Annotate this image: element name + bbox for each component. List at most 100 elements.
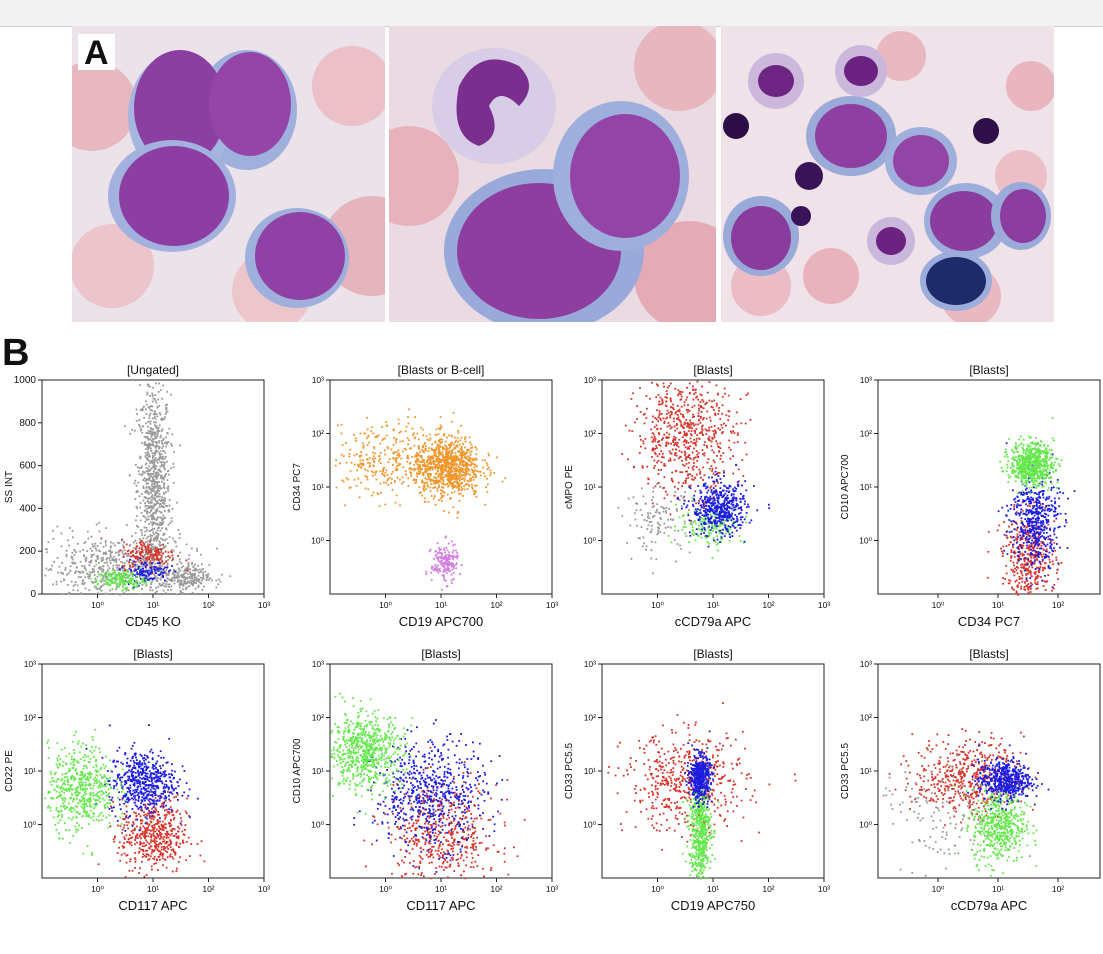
data-point xyxy=(440,471,443,474)
data-point xyxy=(136,575,138,578)
data-point xyxy=(157,558,160,561)
data-point xyxy=(450,435,453,438)
data-point xyxy=(407,457,410,460)
data-point xyxy=(682,515,684,518)
data-point xyxy=(349,486,352,489)
data-point xyxy=(724,532,727,535)
data-point xyxy=(145,568,148,570)
data-point xyxy=(1027,591,1030,594)
data-point xyxy=(700,536,703,539)
data-point xyxy=(695,437,698,440)
data-point xyxy=(57,571,59,574)
data-point xyxy=(457,475,460,478)
data-point xyxy=(443,510,445,512)
data-point xyxy=(145,467,148,469)
data-point xyxy=(215,579,218,582)
data-point xyxy=(701,424,704,427)
data-point xyxy=(723,513,726,516)
data-point xyxy=(450,475,453,478)
data-point xyxy=(114,582,117,585)
data-point xyxy=(367,469,369,472)
data-point xyxy=(195,582,197,585)
data-point xyxy=(130,550,133,553)
data-point xyxy=(440,452,443,455)
data-point xyxy=(718,409,720,412)
data-point xyxy=(676,509,678,512)
data-point xyxy=(196,580,198,582)
data-point xyxy=(465,473,468,476)
data-point xyxy=(458,451,461,453)
data-point xyxy=(672,420,675,423)
data-point xyxy=(696,395,698,398)
data-point xyxy=(145,526,148,529)
data-point xyxy=(149,497,151,500)
data-point xyxy=(456,557,459,560)
data-point xyxy=(124,569,127,571)
data-point xyxy=(657,532,660,534)
data-point xyxy=(166,441,169,444)
data-point xyxy=(430,448,433,451)
data-point xyxy=(684,482,687,484)
data-point xyxy=(714,512,717,515)
data-point xyxy=(135,555,137,558)
x-tick-label: 10³ xyxy=(258,600,270,610)
data-point xyxy=(80,576,82,578)
data-point xyxy=(709,510,711,513)
data-point xyxy=(138,565,140,568)
data-point xyxy=(391,478,393,481)
data-point xyxy=(745,521,748,524)
data-point xyxy=(708,467,711,470)
data-point xyxy=(685,458,688,461)
data-point xyxy=(695,533,698,535)
data-point xyxy=(694,520,696,522)
data-point xyxy=(704,428,707,431)
data-point xyxy=(116,569,119,571)
data-point xyxy=(676,404,679,407)
data-point xyxy=(716,520,719,523)
data-point xyxy=(205,574,208,576)
data-point xyxy=(197,586,200,588)
data-point xyxy=(154,471,157,474)
data-point xyxy=(166,542,169,545)
data-point xyxy=(147,551,150,554)
data-point xyxy=(700,533,702,535)
data-point xyxy=(106,582,109,584)
data-point xyxy=(149,506,152,509)
data-point xyxy=(408,408,411,411)
data-point xyxy=(437,546,440,549)
data-point xyxy=(161,447,163,450)
data-point xyxy=(439,426,442,429)
data-point xyxy=(441,463,444,466)
data-point xyxy=(462,495,464,497)
data-point xyxy=(449,444,452,446)
data-point xyxy=(72,585,75,587)
data-point xyxy=(679,413,682,415)
data-point xyxy=(152,512,154,515)
data-point xyxy=(453,543,456,546)
data-point xyxy=(446,585,449,587)
data-point xyxy=(145,470,148,473)
data-point xyxy=(714,526,717,529)
data-point xyxy=(414,436,417,439)
data-point xyxy=(725,518,728,520)
data-point xyxy=(163,562,166,565)
data-point xyxy=(76,589,79,592)
data-point xyxy=(394,439,397,442)
data-point xyxy=(186,570,189,573)
data-point xyxy=(662,417,665,420)
data-point xyxy=(445,546,448,549)
data-point xyxy=(190,583,193,586)
data-point xyxy=(441,588,443,591)
data-point xyxy=(381,472,383,475)
data-point xyxy=(718,525,720,528)
data-point xyxy=(682,416,685,419)
data-point xyxy=(429,460,432,463)
data-point xyxy=(60,545,63,548)
data-point xyxy=(181,575,184,577)
data-point xyxy=(446,436,448,439)
data-point xyxy=(142,559,145,562)
data-point xyxy=(414,482,417,484)
data-point xyxy=(149,385,151,388)
data-point xyxy=(136,490,139,493)
data-point xyxy=(372,471,375,474)
